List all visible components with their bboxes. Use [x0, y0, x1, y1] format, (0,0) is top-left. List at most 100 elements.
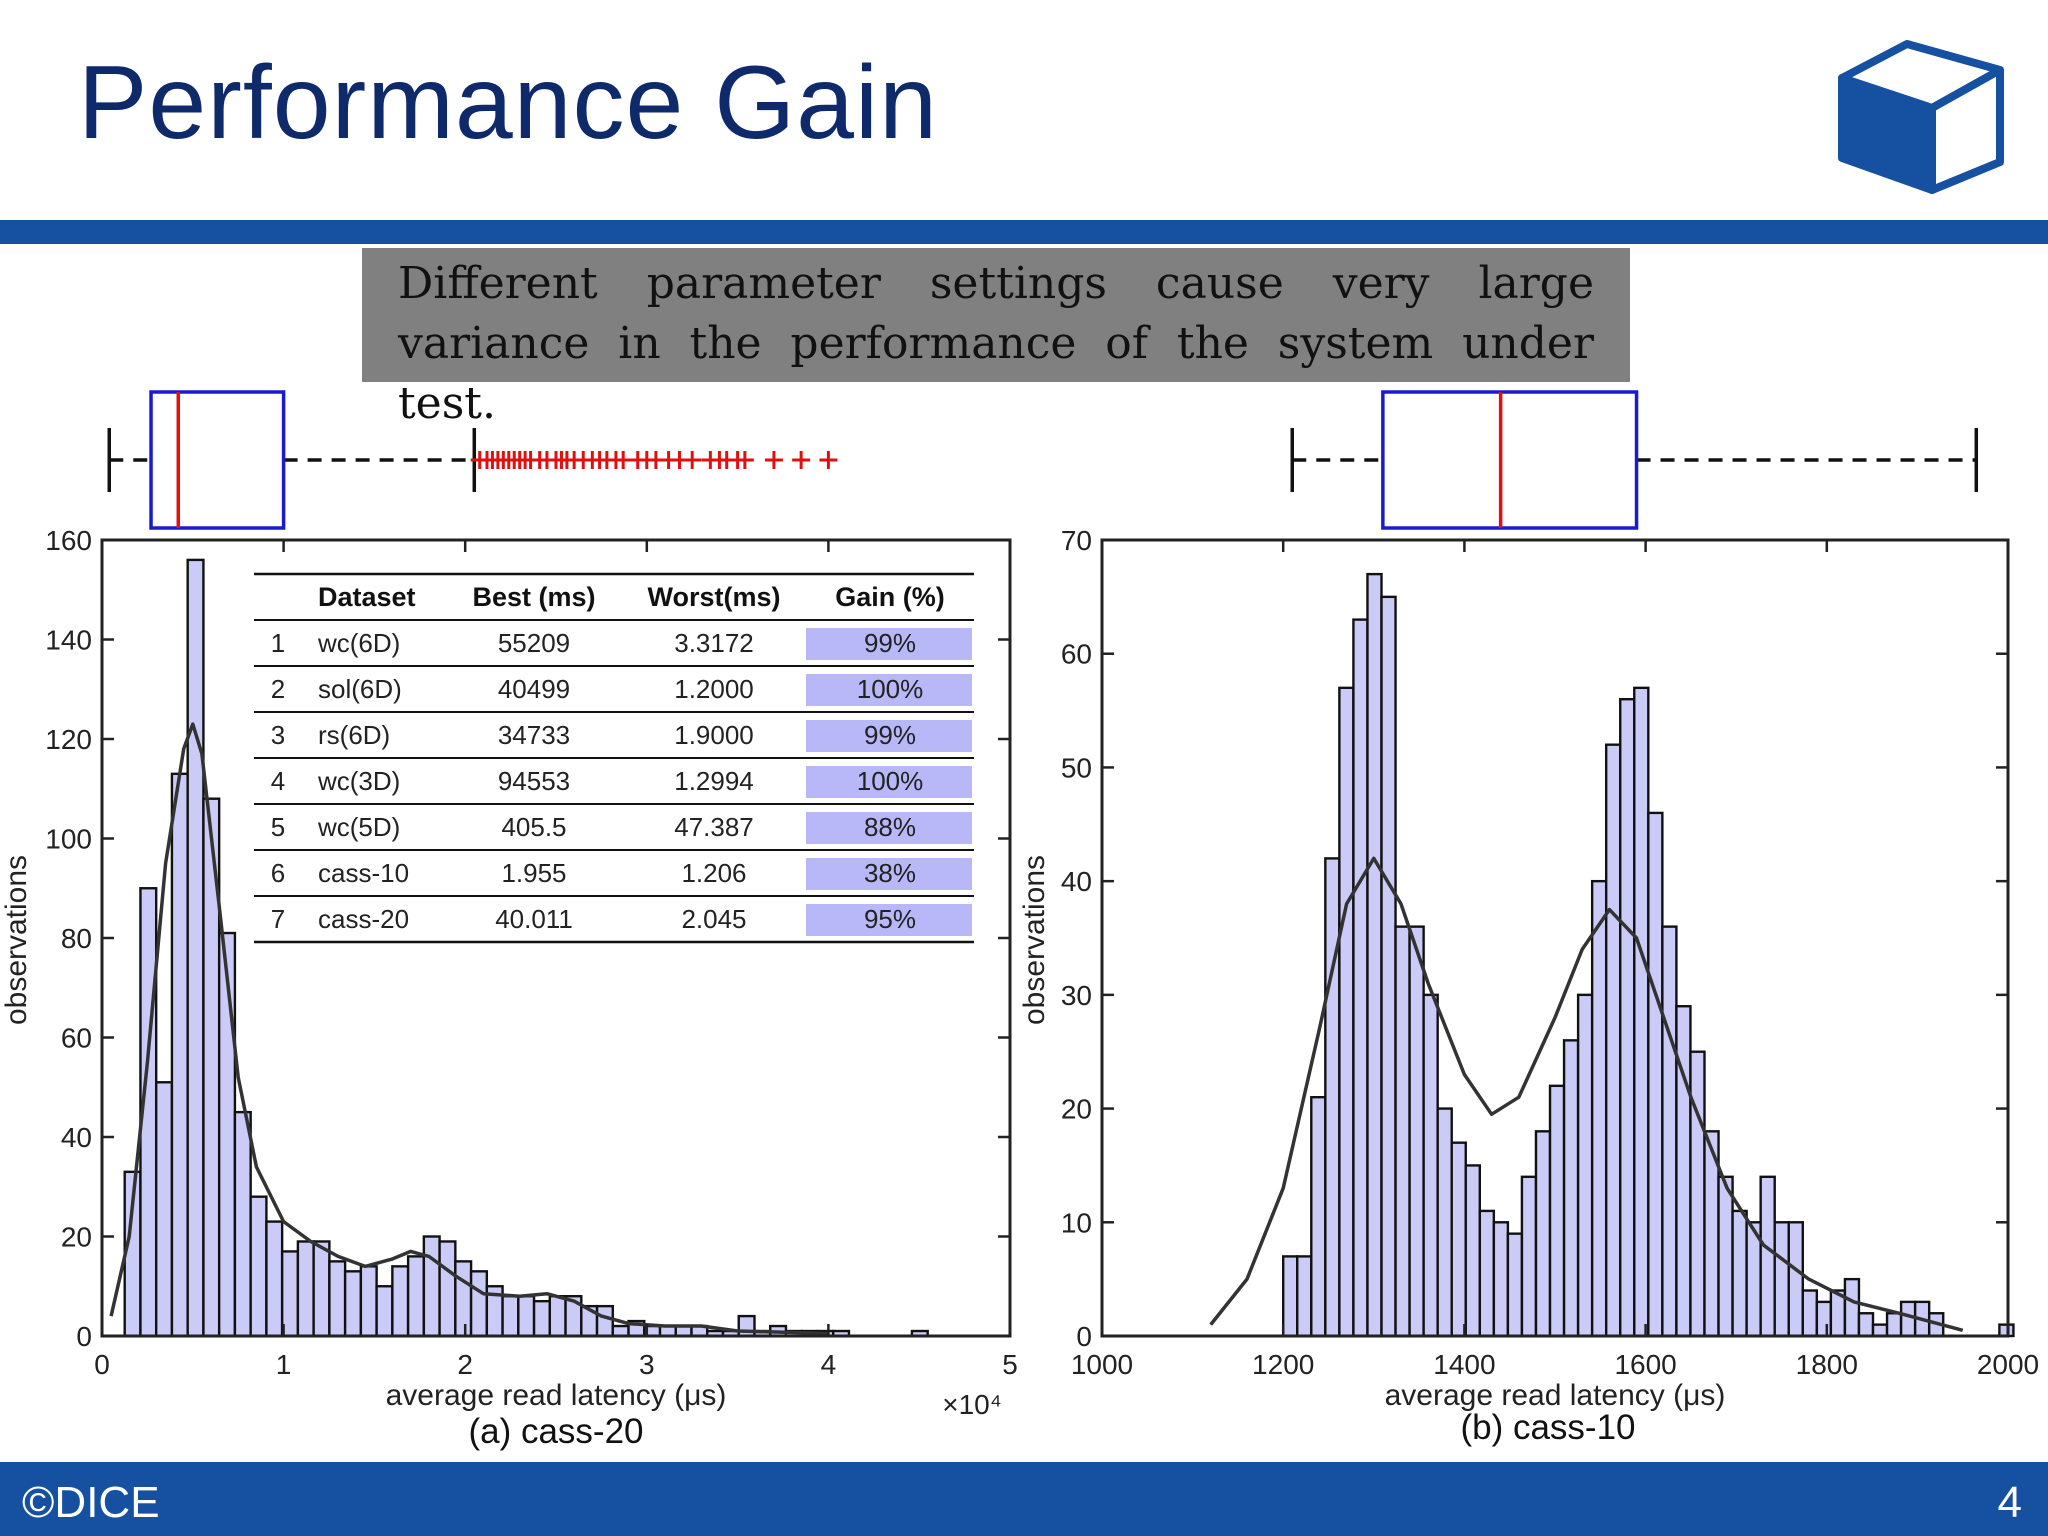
callout-box: Different parameter settings cause very …: [362, 248, 1630, 429]
left-ylabel: observations: [0, 855, 33, 1025]
histogram-bar: [1773, 1221, 1790, 1338]
gain-highlight: [806, 674, 972, 706]
table-cell: 1: [271, 628, 285, 658]
x-tick-label: 1800: [1796, 1349, 1858, 1380]
x-tick-label: 3: [639, 1349, 655, 1380]
left-xlabel: average read latency (μs): [386, 1379, 727, 1412]
histogram-bar: [233, 1110, 252, 1338]
table-header-cell: Best (ms): [472, 582, 595, 612]
table-cell: 6: [271, 858, 285, 888]
table-header-cell: Dataset: [318, 582, 416, 612]
table-cell: rs(6D): [318, 720, 390, 750]
histogram-bar: [1759, 1175, 1776, 1338]
y-tick-label: 20: [61, 1222, 92, 1253]
table-cell: wc(6D): [317, 628, 400, 658]
table-cell: 7: [271, 904, 285, 934]
histogram-bar: [359, 1265, 378, 1338]
histogram-bar: [1731, 1209, 1748, 1338]
histogram-bar: [1647, 811, 1664, 1338]
footer-copyright: ©DICE: [22, 1478, 160, 1527]
table-cell: wc(5D): [317, 812, 400, 842]
table-header-cell: Gain (%): [835, 582, 945, 612]
histogram-bar: [1436, 1107, 1453, 1338]
table-cell: 94553: [498, 766, 570, 796]
histogram-bar: [1338, 686, 1355, 1338]
table-cell: wc(3D): [317, 766, 400, 796]
density-curve: [1209, 856, 1964, 1332]
histogram-bar: [296, 1240, 315, 1338]
histogram-bar: [343, 1270, 363, 1338]
histogram-bar: [265, 1220, 284, 1338]
outlier-marker: [735, 451, 754, 469]
histogram-bar: [1492, 1221, 1510, 1338]
x-tick-label: 1000: [1071, 1349, 1133, 1380]
gain-highlight: [806, 766, 972, 798]
histogram-bar: [1296, 1255, 1313, 1338]
x-tick-label: 4: [821, 1349, 837, 1380]
histogram-bar: [1787, 1221, 1804, 1338]
gain-highlight: [806, 904, 972, 936]
header-divider-bar: [0, 220, 2048, 244]
y-tick-label: 40: [61, 1122, 92, 1153]
table-cell: 1.206: [681, 858, 746, 888]
table-cell: 40499: [498, 674, 570, 704]
histogram-bar: [422, 1235, 441, 1338]
histogram-bar: [1871, 1323, 1889, 1338]
histogram-bar: [1717, 1175, 1734, 1338]
histogram-bar: [1633, 686, 1650, 1338]
y-tick-label: 10: [1061, 1207, 1092, 1238]
histogram-bar: [391, 1265, 410, 1338]
table-cell: 1.955: [501, 858, 566, 888]
histogram-bar: [1604, 743, 1622, 1338]
table-cell: cass-10: [318, 858, 409, 888]
table-cell: 40.011: [495, 904, 573, 934]
cube-icon: [1838, 40, 2004, 194]
x-tick-label: 5: [1002, 1349, 1018, 1380]
y-tick-label: 160: [45, 525, 92, 556]
table-cell: 1.2000: [674, 674, 754, 704]
histogram-bar: [1857, 1312, 1875, 1338]
histogram-bar: [1576, 993, 1594, 1338]
boxplot-cass-20: [107, 390, 838, 530]
histogram-bar: [517, 1295, 536, 1338]
plot-frame: [1100, 538, 2010, 1338]
histogram-bar: [1450, 1141, 1467, 1338]
histogram-cass-20: 0 1 2 3 4 5 0 20 40 60 80 100 120 140 160: [45, 525, 1018, 1380]
right-ylabel: observations: [1018, 855, 1051, 1025]
histogram-bar: [1506, 1232, 1524, 1338]
x-tick-label: 2: [457, 1349, 473, 1380]
histogram-bar: [154, 1081, 174, 1338]
outlier-marker: [764, 451, 783, 469]
table-cell: 47.387: [674, 812, 754, 842]
iqr-box: [149, 390, 286, 530]
x-tick-label: 2000: [1977, 1349, 2039, 1380]
gain-highlight: [806, 720, 972, 752]
table-cell: 2.045: [681, 904, 746, 934]
histogram-bar: [501, 1295, 520, 1338]
x-tick-label: 1400: [1433, 1349, 1495, 1380]
table-cell: 99%: [864, 628, 916, 658]
histogram-bar: [406, 1255, 426, 1338]
histogram-bar: [1619, 698, 1636, 1338]
table-cell: cass-20: [318, 904, 409, 934]
histogram-bar: [1815, 1300, 1833, 1338]
right-xlabel: average read latency (μs): [1385, 1379, 1726, 1412]
histogram-bar: [1899, 1300, 1917, 1338]
outlier-marker: [683, 451, 702, 469]
table-cell: 1.2994: [674, 766, 754, 796]
y-tick-label: 20: [1061, 1094, 1092, 1125]
histogram-bar: [532, 1299, 552, 1338]
y-tick-label: 0: [76, 1321, 92, 1352]
histogram-bar: [1534, 1130, 1552, 1338]
x-tick-label: 0: [94, 1349, 110, 1380]
table-cell: 2: [271, 674, 285, 704]
gain-table: Dataset Best (ms) Worst(ms) Gain (%) 1 wc(6D)…: [254, 572, 974, 944]
iqr-box: [1381, 390, 1639, 530]
histogram-bar: [1998, 1323, 2015, 1338]
histogram-bar: [548, 1295, 567, 1338]
histogram-bar: [312, 1240, 331, 1338]
histogram-bar: [1590, 879, 1608, 1338]
histogram-bar: [595, 1304, 614, 1338]
histogram-bar: [1801, 1289, 1819, 1338]
